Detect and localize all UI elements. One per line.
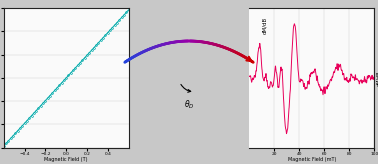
X-axis label: Magnetic Field (mT): Magnetic Field (mT) <box>288 157 336 162</box>
Text: $\theta_D$: $\theta_D$ <box>184 98 194 111</box>
Text: dM/dB: dM/dB <box>263 16 268 33</box>
Text: dM/dB: dM/dB <box>377 70 378 86</box>
X-axis label: Magnetic Field (T): Magnetic Field (T) <box>44 157 88 162</box>
